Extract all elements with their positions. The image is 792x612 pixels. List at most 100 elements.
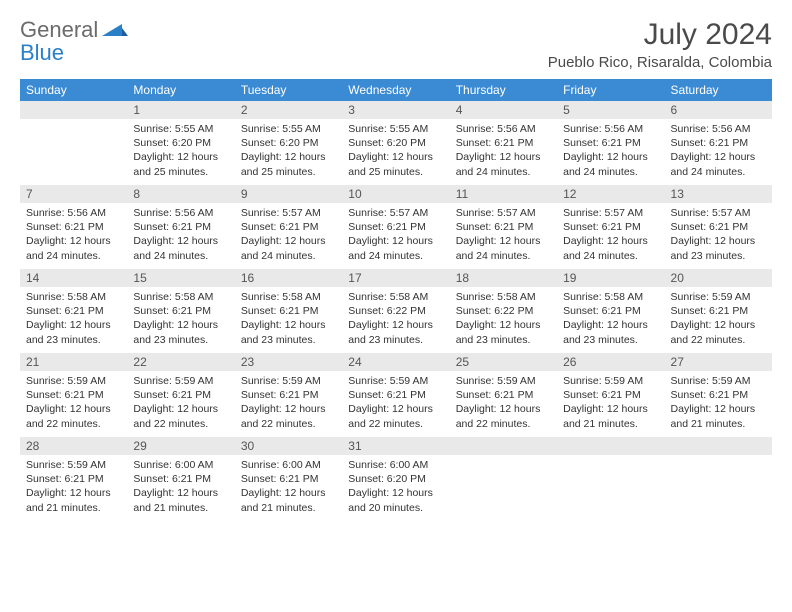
day-number: 21 — [20, 353, 127, 371]
daylight-line: Daylight: 12 hours and 23 minutes. — [241, 318, 336, 346]
sunset-line: Sunset: 6:21 PM — [348, 220, 443, 234]
sunset-line: Sunset: 6:21 PM — [241, 304, 336, 318]
sunset-line: Sunset: 6:21 PM — [133, 304, 228, 318]
day-number: 15 — [127, 269, 234, 287]
sunset-line: Sunset: 6:20 PM — [133, 136, 228, 150]
sunset-line: Sunset: 6:20 PM — [348, 472, 443, 486]
day-number: 30 — [235, 437, 342, 455]
day-number: 24 — [342, 353, 449, 371]
day-cell — [665, 455, 772, 521]
day-cell: Sunrise: 5:55 AMSunset: 6:20 PMDaylight:… — [127, 119, 234, 185]
sunset-line: Sunset: 6:21 PM — [241, 220, 336, 234]
week-number-row: 78910111213 — [20, 185, 772, 203]
sunset-line: Sunset: 6:20 PM — [241, 136, 336, 150]
sunset-line: Sunset: 6:21 PM — [26, 472, 121, 486]
daylight-line: Daylight: 12 hours and 24 minutes. — [133, 234, 228, 262]
week-data-row: Sunrise: 5:56 AMSunset: 6:21 PMDaylight:… — [20, 203, 772, 269]
calendar-table: SundayMondayTuesdayWednesdayThursdayFrid… — [20, 79, 772, 521]
sunrise-line: Sunrise: 5:59 AM — [671, 290, 766, 304]
sunrise-line: Sunrise: 5:59 AM — [26, 374, 121, 388]
daylight-line: Daylight: 12 hours and 21 minutes. — [563, 402, 658, 430]
sunset-line: Sunset: 6:21 PM — [671, 304, 766, 318]
sunset-line: Sunset: 6:21 PM — [26, 220, 121, 234]
calendar-body: 123456Sunrise: 5:55 AMSunset: 6:20 PMDay… — [20, 101, 772, 521]
sunrise-line: Sunrise: 5:58 AM — [348, 290, 443, 304]
day-number: 22 — [127, 353, 234, 371]
sunrise-line: Sunrise: 5:57 AM — [456, 206, 551, 220]
header: General Blue July 2024 Pueblo Rico, Risa… — [20, 18, 772, 71]
daylight-line: Daylight: 12 hours and 24 minutes. — [671, 150, 766, 178]
week-number-row: 123456 — [20, 101, 772, 119]
sunrise-line: Sunrise: 5:57 AM — [671, 206, 766, 220]
daylight-line: Daylight: 12 hours and 21 minutes. — [26, 486, 121, 514]
weekday-header: Friday — [557, 79, 664, 101]
day-number: 4 — [450, 101, 557, 119]
sunrise-line: Sunrise: 5:58 AM — [133, 290, 228, 304]
daylight-line: Daylight: 12 hours and 22 minutes. — [671, 318, 766, 346]
daylight-line: Daylight: 12 hours and 23 minutes. — [456, 318, 551, 346]
week-data-row: Sunrise: 5:55 AMSunset: 6:20 PMDaylight:… — [20, 119, 772, 185]
sunset-line: Sunset: 6:21 PM — [133, 472, 228, 486]
weekday-header: Tuesday — [235, 79, 342, 101]
day-cell: Sunrise: 5:56 AMSunset: 6:21 PMDaylight:… — [20, 203, 127, 269]
sunset-line: Sunset: 6:21 PM — [133, 220, 228, 234]
sunrise-line: Sunrise: 5:56 AM — [671, 122, 766, 136]
day-number: 23 — [235, 353, 342, 371]
day-cell — [20, 119, 127, 185]
day-cell: Sunrise: 5:58 AMSunset: 6:21 PMDaylight:… — [127, 287, 234, 353]
location: Pueblo Rico, Risaralda, Colombia — [548, 54, 772, 71]
day-cell — [557, 455, 664, 521]
sunrise-line: Sunrise: 5:57 AM — [563, 206, 658, 220]
daylight-line: Daylight: 12 hours and 25 minutes. — [241, 150, 336, 178]
day-cell: Sunrise: 5:56 AMSunset: 6:21 PMDaylight:… — [557, 119, 664, 185]
daylight-line: Daylight: 12 hours and 22 minutes. — [26, 402, 121, 430]
sunrise-line: Sunrise: 5:59 AM — [133, 374, 228, 388]
weekday-header: Wednesday — [342, 79, 449, 101]
daylight-line: Daylight: 12 hours and 20 minutes. — [348, 486, 443, 514]
day-number: 26 — [557, 353, 664, 371]
day-cell: Sunrise: 5:58 AMSunset: 6:21 PMDaylight:… — [557, 287, 664, 353]
day-cell: Sunrise: 5:59 AMSunset: 6:21 PMDaylight:… — [342, 371, 449, 437]
daylight-line: Daylight: 12 hours and 25 minutes. — [133, 150, 228, 178]
daylight-line: Daylight: 12 hours and 24 minutes. — [456, 150, 551, 178]
sunrise-line: Sunrise: 5:59 AM — [671, 374, 766, 388]
brand-line2: Blue — [20, 40, 64, 65]
day-number: 12 — [557, 185, 664, 203]
sunrise-line: Sunrise: 5:59 AM — [241, 374, 336, 388]
daylight-line: Daylight: 12 hours and 24 minutes. — [456, 234, 551, 262]
sunrise-line: Sunrise: 5:58 AM — [26, 290, 121, 304]
sunrise-line: Sunrise: 5:55 AM — [348, 122, 443, 136]
day-cell: Sunrise: 6:00 AMSunset: 6:21 PMDaylight:… — [235, 455, 342, 521]
day-number: 29 — [127, 437, 234, 455]
daylight-line: Daylight: 12 hours and 23 minutes. — [133, 318, 228, 346]
brand-logo: General Blue — [20, 18, 128, 64]
day-number: 27 — [665, 353, 772, 371]
sunset-line: Sunset: 6:21 PM — [241, 472, 336, 486]
week-data-row: Sunrise: 5:58 AMSunset: 6:21 PMDaylight:… — [20, 287, 772, 353]
daylight-line: Daylight: 12 hours and 21 minutes. — [133, 486, 228, 514]
day-cell: Sunrise: 5:58 AMSunset: 6:22 PMDaylight:… — [342, 287, 449, 353]
day-number: 1 — [127, 101, 234, 119]
sunset-line: Sunset: 6:21 PM — [133, 388, 228, 402]
sunrise-line: Sunrise: 5:59 AM — [26, 458, 121, 472]
day-cell: Sunrise: 6:00 AMSunset: 6:20 PMDaylight:… — [342, 455, 449, 521]
sunset-line: Sunset: 6:21 PM — [26, 388, 121, 402]
daylight-line: Daylight: 12 hours and 21 minutes. — [241, 486, 336, 514]
sunset-line: Sunset: 6:21 PM — [671, 388, 766, 402]
weekday-header: Monday — [127, 79, 234, 101]
day-number: 3 — [342, 101, 449, 119]
sunrise-line: Sunrise: 5:59 AM — [348, 374, 443, 388]
day-number — [450, 437, 557, 455]
day-cell: Sunrise: 5:57 AMSunset: 6:21 PMDaylight:… — [557, 203, 664, 269]
day-number: 18 — [450, 269, 557, 287]
day-cell: Sunrise: 5:59 AMSunset: 6:21 PMDaylight:… — [20, 371, 127, 437]
day-cell — [450, 455, 557, 521]
sunrise-line: Sunrise: 5:56 AM — [133, 206, 228, 220]
sunrise-line: Sunrise: 5:58 AM — [241, 290, 336, 304]
day-number — [665, 437, 772, 455]
daylight-line: Daylight: 12 hours and 24 minutes. — [26, 234, 121, 262]
day-cell: Sunrise: 5:59 AMSunset: 6:21 PMDaylight:… — [557, 371, 664, 437]
day-number — [20, 101, 127, 119]
day-cell: Sunrise: 5:59 AMSunset: 6:21 PMDaylight:… — [127, 371, 234, 437]
sunset-line: Sunset: 6:21 PM — [563, 220, 658, 234]
